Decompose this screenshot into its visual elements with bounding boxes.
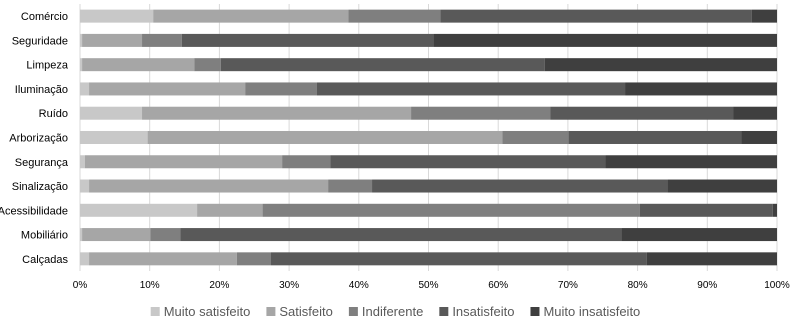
bar-segment (550, 106, 734, 120)
bar-segment (348, 9, 441, 23)
bar-segment (80, 58, 83, 72)
x-tick-label: 70% (558, 280, 578, 291)
bar-segment (80, 106, 143, 120)
x-tick-label: 30% (279, 280, 299, 291)
legend-swatch (439, 307, 449, 316)
bar-segment (89, 252, 237, 266)
legend-label: Satisfeito (279, 304, 332, 319)
bar-segment (194, 58, 221, 72)
bar-segment (330, 155, 606, 169)
category-label: Arborização (9, 132, 68, 144)
bar-segment (89, 179, 329, 193)
x-tick-label: 20% (209, 280, 229, 291)
x-tick-label: 80% (628, 280, 648, 291)
bar-segment (328, 179, 373, 193)
bar-segment (84, 155, 283, 169)
legend: Muito satisfeito Satisfeito Indiferente Ins… (150, 304, 640, 319)
category-label: Segurança (15, 157, 69, 169)
bar-segment (433, 33, 777, 47)
bar-segment (142, 106, 412, 120)
bar-segment (741, 130, 777, 144)
bar-segment (568, 130, 742, 144)
bar-segment (262, 203, 640, 217)
legend-swatch (266, 307, 276, 316)
bar-segment (80, 179, 90, 193)
bar-segment (80, 82, 90, 96)
legend-label: Muito insatisfeito (543, 304, 640, 319)
x-tick-label: 40% (349, 280, 369, 291)
bar-segment (197, 203, 263, 217)
bar-segment (80, 228, 83, 242)
bar-segment (89, 82, 246, 96)
bar-segment (80, 130, 148, 144)
bar-segment (150, 228, 181, 242)
bar-segment (147, 130, 503, 144)
bar-segment (282, 155, 331, 169)
bar-segment (667, 179, 777, 193)
bar-segment (625, 82, 777, 96)
bar-segment (733, 106, 777, 120)
bar-segment (646, 252, 777, 266)
bar-segment (82, 33, 143, 47)
bar-segment (772, 203, 777, 217)
bar-segment (440, 9, 752, 23)
legend-swatch (348, 307, 358, 316)
bar-segment (80, 252, 90, 266)
x-tick-label: 60% (488, 280, 508, 291)
legend-label: Muito satisfeito (164, 304, 251, 319)
bar-segment (751, 9, 777, 23)
legend-label: Insatisfeito (452, 304, 514, 319)
category-label: Limpeza (26, 60, 68, 72)
bar-segment (181, 33, 434, 47)
category-label: Sinalização (12, 181, 68, 193)
category-label: Calçadas (22, 254, 68, 266)
category-label: Acessibilidade (0, 205, 68, 217)
bar-segment (80, 33, 83, 47)
bar-segment (220, 58, 545, 72)
category-label: Comércio (21, 11, 68, 23)
bar-segment (80, 203, 198, 217)
bar-segment (236, 252, 271, 266)
x-axis-tick-labels: 0% 10% 20% 30% 40% 50% 60% 70% 80% 90% 100% (73, 280, 790, 291)
category-label: Iluminação (15, 84, 68, 96)
bar-segment (270, 252, 647, 266)
bar-segment (411, 106, 551, 120)
bar-segment (372, 179, 668, 193)
x-tick-label: 0% (73, 280, 88, 291)
category-labels: Comércio Seguridade Limpeza Iluminação Ruído… (0, 11, 69, 266)
bar-segment (621, 228, 777, 242)
bar-segment (605, 155, 777, 169)
bar-segment (82, 58, 195, 72)
bars (80, 9, 777, 266)
x-tick-label: 50% (418, 280, 438, 291)
bar-segment (82, 228, 151, 242)
category-label: Mobiliário (21, 230, 68, 242)
bar-segment (142, 33, 182, 47)
bar-segment (316, 82, 626, 96)
bar-segment (180, 228, 622, 242)
legend-swatch (530, 307, 540, 316)
bar-segment (80, 9, 154, 23)
bar-segment (544, 58, 777, 72)
legend-label: Indiferente (362, 304, 423, 319)
legend-swatch (150, 307, 160, 316)
x-tick-label: 10% (140, 280, 160, 291)
x-tick-label: 90% (697, 280, 717, 291)
x-tick-label: 100% (764, 280, 790, 291)
bar-segment (80, 155, 85, 169)
bar-segment (245, 82, 317, 96)
bar-segment (639, 203, 773, 217)
bar-segment (153, 9, 349, 23)
category-label: Seguridade (12, 35, 68, 47)
bar-segment (502, 130, 569, 144)
category-label: Ruído (39, 108, 68, 120)
